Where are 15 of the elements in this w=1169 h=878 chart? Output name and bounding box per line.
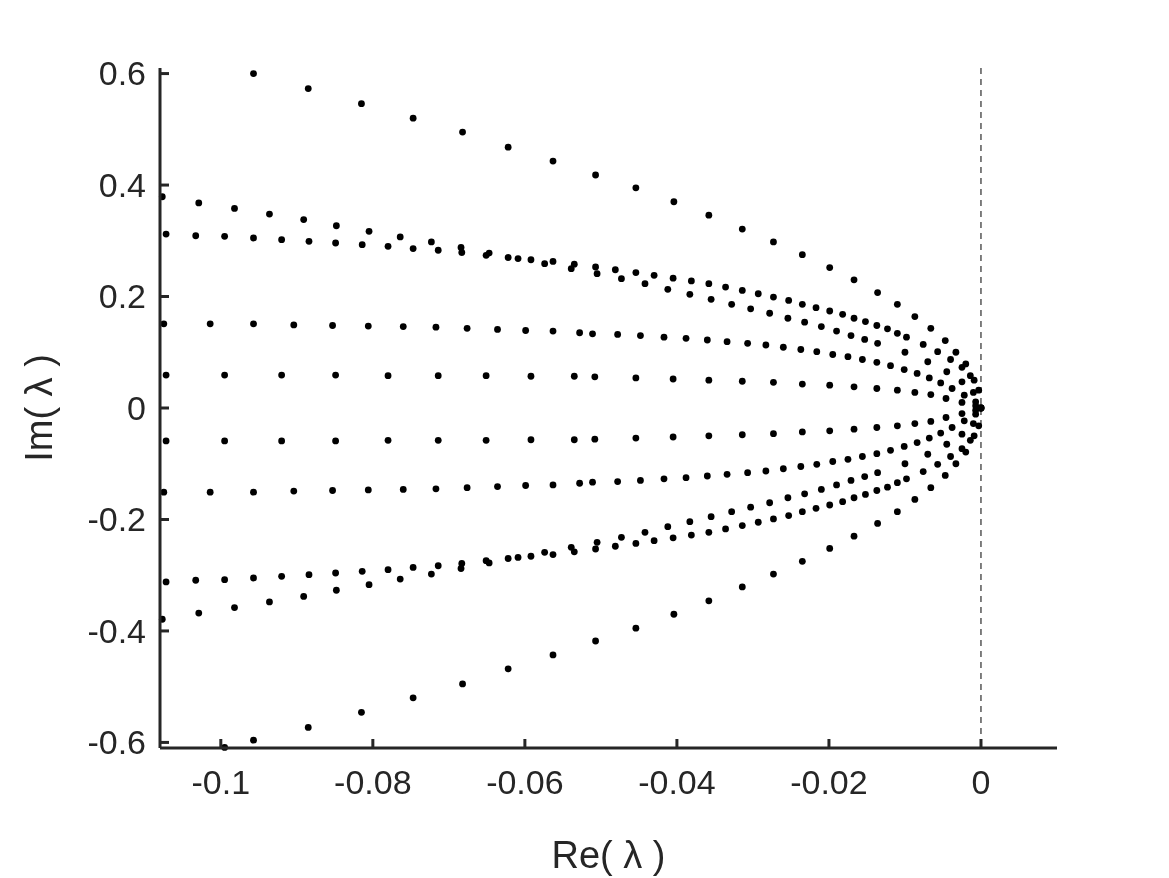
y-tick-label: 0.4: [98, 165, 146, 204]
y-tick-label: 0.2: [98, 277, 146, 316]
y-axis-title: Im( λ ): [18, 354, 60, 462]
x-tick-label: -0.06: [486, 763, 564, 801]
x-tick-label: 0: [971, 763, 991, 801]
y-tick-label: -0.4: [87, 611, 146, 650]
x-axis-title: Re( λ ): [551, 834, 666, 876]
x-tick-label: -0.02: [790, 763, 868, 801]
x-tick-label: -0.1: [191, 763, 251, 801]
y-tick-label: -0.6: [87, 723, 146, 762]
y-tick-label: -0.2: [87, 500, 146, 539]
x-tick-label: -0.08: [334, 763, 412, 801]
x-tick-label: -0.04: [638, 763, 716, 801]
y-tick-label: 0.6: [98, 54, 146, 93]
y-tick-label: 0: [127, 388, 146, 427]
